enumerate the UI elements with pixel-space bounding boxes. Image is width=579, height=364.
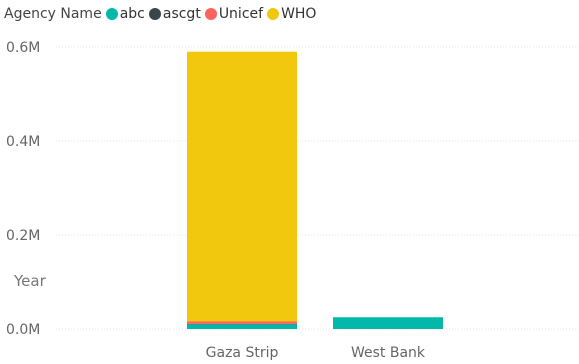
y-tick-label: 0.2M [6, 228, 40, 244]
x-tick-label: Gaza Strip [206, 345, 279, 361]
legend-label-who: WHO [281, 6, 317, 22]
legend-label-ascgt: ascgt [162, 6, 201, 22]
legend-item-who[interactable]: WHO [267, 6, 316, 22]
y-axis-title: Year [13, 272, 47, 290]
y-tick-label: 0.4M [6, 134, 40, 150]
y-axis-ticks: 0.0M 0.2M 0.4M 0.6M [6, 40, 40, 338]
bar-west-bank-abc[interactable] [333, 317, 443, 329]
chart-legend: Agency Name abc ascgt Unicef WHO [4, 4, 320, 24]
bar-gaza-strip-abc[interactable] [187, 324, 297, 329]
x-axis-ticks: Gaza Strip West Bank [206, 345, 426, 361]
x-tick-label: West Bank [351, 345, 426, 361]
legend-swatch-unicef [204, 8, 217, 20]
bar-gaza-strip-who[interactable] [187, 51, 297, 322]
bars [187, 51, 443, 329]
y-tick-label: 0.0M [6, 322, 40, 338]
legend-item-unicef[interactable]: Unicef [204, 6, 264, 22]
legend-title: Agency Name [4, 6, 102, 22]
gridlines [56, 46, 579, 330]
y-tick-label: 0.6M [6, 40, 40, 56]
legend-swatch-ascgt [148, 8, 161, 20]
legend-label-unicef: Unicef [218, 6, 264, 22]
legend-swatch-abc [105, 8, 118, 20]
bar-gaza-strip-ascgt[interactable] [187, 323, 297, 325]
legend-label-abc: abc [119, 6, 145, 22]
legend-item-ascgt[interactable]: ascgt [148, 6, 201, 22]
legend-swatch-who [267, 8, 280, 20]
legend-item-abc[interactable]: abc [105, 6, 145, 22]
bar-gaza-strip-unicef[interactable] [187, 321, 297, 324]
